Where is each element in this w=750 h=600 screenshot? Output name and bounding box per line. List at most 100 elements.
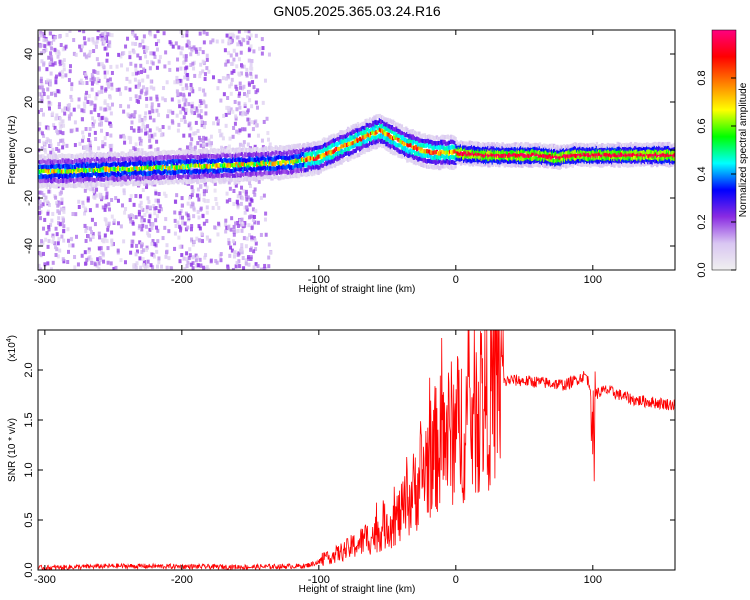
spectrogram-cell <box>87 138 91 143</box>
spectrogram-cell <box>130 113 134 118</box>
spectrogram-cell <box>200 100 204 105</box>
spectrogram-cell <box>101 251 105 256</box>
spectrogram-cell <box>164 193 168 198</box>
spectrogram-cell <box>181 215 185 220</box>
spectrogram-cell <box>180 117 184 122</box>
spectrogram-cell <box>135 165 138 170</box>
spectrogram-cell <box>185 180 189 185</box>
spectrogram-cell <box>394 130 397 135</box>
spectrogram-cell <box>81 203 85 208</box>
spectrogram-cell <box>141 207 145 212</box>
spectrogram-cell <box>189 126 193 131</box>
spectrogram-cell <box>179 226 183 231</box>
spectrogram-cell <box>197 215 201 220</box>
spectrogram-cell <box>205 57 209 62</box>
spectrogram-cell <box>185 43 189 48</box>
spectrogram-cell <box>138 56 142 61</box>
spectrogram-cell <box>198 158 202 163</box>
spectrogram-cell <box>173 210 177 215</box>
spectrogram-cell <box>181 163 184 168</box>
spectrogram-cell <box>179 159 182 164</box>
spectrogram-cell <box>443 158 446 163</box>
spectrogram-cell <box>504 153 508 158</box>
spectrogram-cell <box>128 79 132 84</box>
spectrogram-cell <box>108 144 112 149</box>
spectrogram-cell <box>81 138 85 143</box>
spectrogram-cell <box>99 122 103 127</box>
spectrogram-cell <box>75 169 78 174</box>
spectrogram-cell <box>135 177 138 182</box>
spectrogram-cell <box>83 261 87 266</box>
spectrogram-cell <box>268 162 271 167</box>
spectrogram-cell <box>38 168 40 173</box>
spectrogram-cell <box>194 131 198 136</box>
spectrogram-cell <box>306 167 309 172</box>
spectrogram-cell <box>133 147 137 152</box>
spectrogram-cell <box>145 247 149 252</box>
spectrogram-cell <box>38 199 42 204</box>
spectrogram-cell <box>250 104 254 109</box>
spectrogram-cell <box>106 78 110 83</box>
spectrogram-cell <box>142 218 146 223</box>
spectrogram-cell <box>229 178 233 183</box>
spectrogram-cell <box>94 44 98 49</box>
spectrogram-cell <box>53 47 57 52</box>
spectrogram-cell <box>56 131 60 136</box>
spectrogram-cell <box>155 108 159 113</box>
spectrogram-cell <box>61 60 65 65</box>
spectrogram-cell <box>176 220 180 225</box>
spectrogram-cell <box>44 48 48 53</box>
spectrogram-cell <box>377 120 381 125</box>
spectrogram-cell <box>103 30 107 35</box>
spectrogram-cell <box>146 259 150 264</box>
spectrogram-cell <box>76 262 80 267</box>
spectrogram-cell <box>251 80 255 85</box>
spectrogram-cell <box>158 204 162 209</box>
spectrogram-cell <box>159 133 163 138</box>
spectrogram-cell <box>80 253 84 258</box>
spectrogram-cell <box>161 236 165 241</box>
spectrogram-cell <box>150 102 154 107</box>
spectrogram-cell <box>100 62 104 67</box>
spectrogram-cell <box>138 240 142 245</box>
spectrogram-cell <box>109 261 113 266</box>
spectrogram-cell <box>51 111 55 116</box>
spectrogram-cell <box>50 218 54 223</box>
spectrogram-cell <box>139 162 143 167</box>
spectrogram-cell <box>228 32 232 37</box>
spectrogram-cell <box>247 121 251 126</box>
spectrogram-cell <box>53 241 57 246</box>
spectrogram-cell <box>43 44 47 49</box>
spectrogram-cell <box>140 241 144 246</box>
spectrogram-cell <box>148 205 152 210</box>
spectrogram-cell <box>103 75 107 80</box>
spectrogram-cell <box>245 236 249 241</box>
spectrogram-cell <box>87 256 91 261</box>
spectrogram-cell <box>105 222 109 227</box>
spectrogram-cell <box>90 72 94 77</box>
spectrogram-cell <box>69 112 73 117</box>
spectrogram-cell <box>205 265 209 270</box>
spectrogram-cell <box>498 147 501 152</box>
spectrogram-cell <box>72 51 76 56</box>
spectrogram-cell <box>219 258 223 263</box>
spectrogram-cell <box>264 211 268 216</box>
spectrogram-cell <box>81 181 85 186</box>
spectrogram-marks <box>38 30 675 270</box>
spectrogram-cell <box>67 106 71 111</box>
spectrogram-cell <box>85 147 89 152</box>
spectrogram-cell <box>38 210 42 215</box>
spectrogram-cell <box>147 179 150 184</box>
spectrogram-cell <box>80 117 84 122</box>
spectrogram-cell <box>232 57 236 62</box>
spectrogram-cell <box>202 221 206 226</box>
spectrogram-cell <box>46 126 50 131</box>
spectrogram-cell <box>236 175 239 180</box>
spectrogram-cell <box>93 222 97 227</box>
spectrogram-cell <box>67 249 71 254</box>
spectrogram-cell <box>227 75 231 80</box>
spectrogram-cell <box>103 207 107 212</box>
spectrogram-cell <box>287 149 291 154</box>
spectrogram-cell <box>65 181 68 186</box>
spectrogram-cell <box>130 243 134 248</box>
